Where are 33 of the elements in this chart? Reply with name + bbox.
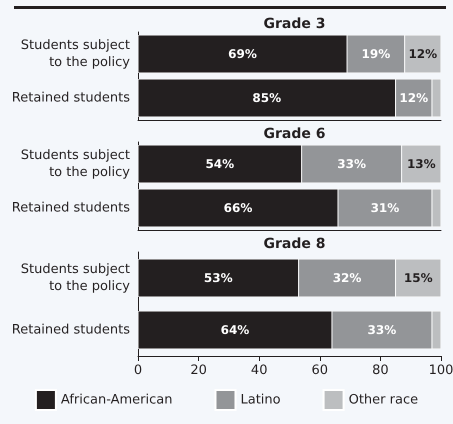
data-label: 53%: [204, 271, 233, 285]
y-tick-label: Retained students: [12, 90, 130, 106]
x-tick-label: 100: [428, 363, 453, 378]
legend-label: Latino: [240, 392, 281, 408]
data-label: 64%: [220, 323, 250, 337]
data-label: 13%: [406, 157, 436, 171]
data-label: 12%: [399, 91, 428, 105]
y-tick-label: Students subject to the policy: [20, 38, 130, 70]
data-label: 19%: [361, 47, 390, 61]
y-tick-label: Retained students: [12, 200, 130, 216]
data-label: 69%: [228, 47, 257, 61]
y-tick-label: Retained students: [12, 322, 130, 338]
data-label: 66%: [224, 201, 252, 215]
legend-label: African-American: [60, 392, 172, 408]
x-tick-label: 0: [134, 363, 142, 378]
data-label: 33%: [337, 157, 366, 171]
y-tick-label: Students subject to the policy: [20, 148, 130, 180]
data-label: 12%: [408, 47, 438, 61]
chart-title: Grade 3: [264, 16, 326, 32]
legend-label: Other race: [348, 392, 418, 408]
data-label: 54%: [205, 157, 234, 171]
x-tick-label: 60: [312, 363, 328, 378]
x-tick-label: 40: [250, 363, 268, 378]
x-tick-label: 20: [190, 363, 207, 378]
data-label: 32%: [332, 271, 362, 285]
y-tick-label: Students subject to the policy: [20, 262, 130, 294]
data-label: 85%: [252, 91, 282, 105]
chart-title: Grade 6: [264, 126, 326, 142]
data-label: 15%: [404, 271, 433, 285]
data-label: 31%: [370, 201, 400, 215]
data-label: 33%: [368, 323, 396, 337]
chart-title: Grade 8: [264, 236, 326, 252]
x-tick-label: 80: [372, 363, 389, 378]
